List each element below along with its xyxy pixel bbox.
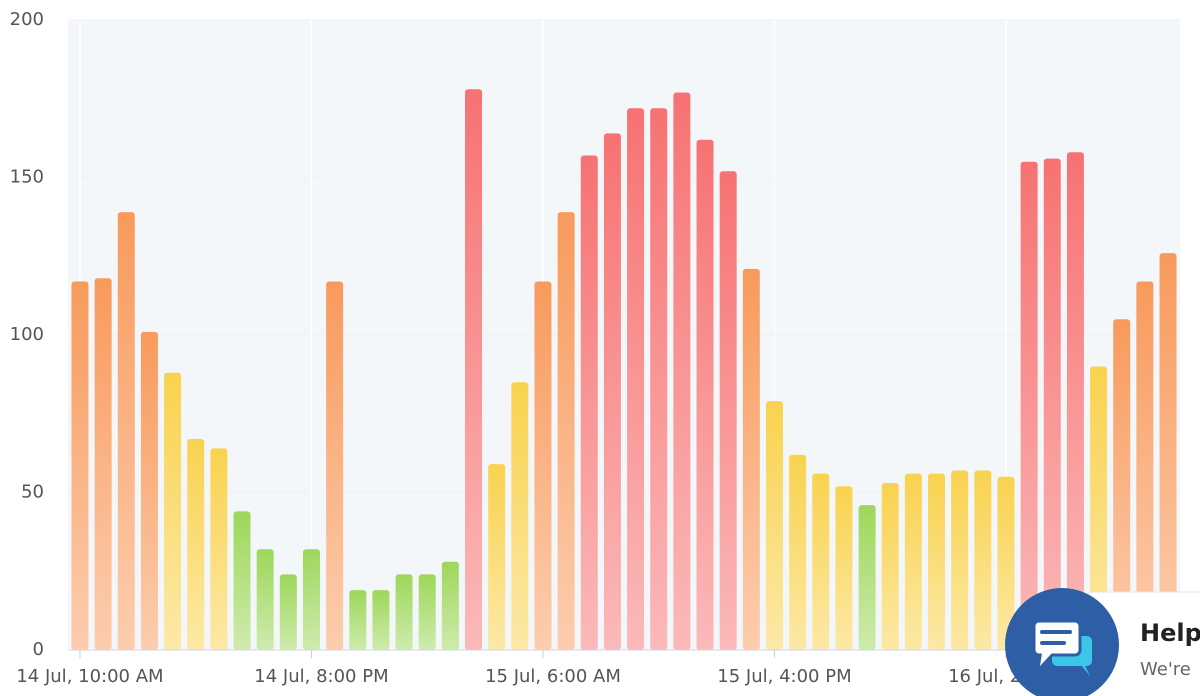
- bar: [974, 470, 992, 650]
- bar: [441, 561, 459, 650]
- bar: [1066, 152, 1084, 651]
- bar: [812, 473, 830, 650]
- x-tick-label: 15 Jul, 4:00 PM: [717, 666, 851, 687]
- bar: [395, 574, 413, 650]
- x-tick-label: 15 Jul, 6:00 AM: [485, 666, 621, 687]
- bar: [858, 505, 876, 650]
- x-tick-label: 14 Jul, 10:00 AM: [16, 666, 163, 687]
- bar: [279, 574, 297, 650]
- bar: [719, 171, 737, 650]
- bar: [1113, 319, 1131, 650]
- bar: [673, 92, 691, 650]
- bar: [372, 590, 390, 650]
- bar: [465, 89, 483, 651]
- bar: [1043, 158, 1061, 650]
- bar: [94, 278, 112, 650]
- bar: [1159, 253, 1177, 650]
- bar: [511, 382, 529, 650]
- y-tick-label: 150: [10, 167, 44, 188]
- chat-widget[interactable]: Help We're: [1005, 588, 1200, 696]
- bar: [627, 108, 645, 650]
- bar: [580, 155, 598, 650]
- bar: [256, 549, 274, 650]
- bar: [951, 470, 969, 650]
- y-tick-label: 50: [21, 482, 44, 503]
- bar: [71, 281, 89, 650]
- y-tick-label: 200: [10, 9, 44, 30]
- bar: [534, 281, 552, 650]
- bar: [302, 549, 320, 650]
- bar: [603, 133, 621, 650]
- bar: [835, 486, 853, 650]
- bar: [696, 139, 714, 650]
- bar: [997, 476, 1015, 650]
- bar: [164, 372, 182, 650]
- bar: [117, 212, 135, 650]
- y-tick-label: 0: [33, 639, 44, 660]
- x-tick-label: 14 Jul, 8:00 PM: [254, 666, 388, 687]
- bar: [210, 448, 228, 650]
- bar: [765, 401, 783, 650]
- widget-title: Help: [1140, 619, 1200, 647]
- bar: [349, 590, 367, 650]
- bar: [1136, 281, 1154, 650]
- bar: [881, 483, 899, 650]
- bar: [326, 281, 344, 650]
- bar: [742, 268, 760, 650]
- bar: [928, 473, 946, 650]
- bar: [140, 331, 158, 650]
- y-tick-label: 100: [10, 324, 44, 345]
- bar: [187, 438, 205, 650]
- bar: [1020, 161, 1038, 650]
- bar: [789, 454, 807, 650]
- bar: [488, 464, 506, 650]
- bar: [904, 473, 922, 650]
- bar: [557, 212, 575, 650]
- widget-subtitle: We're: [1140, 659, 1191, 680]
- chat-icon: [1032, 619, 1092, 676]
- bar: [233, 511, 251, 650]
- bar: [418, 574, 436, 650]
- bar: [650, 108, 668, 650]
- bar: [1090, 366, 1108, 650]
